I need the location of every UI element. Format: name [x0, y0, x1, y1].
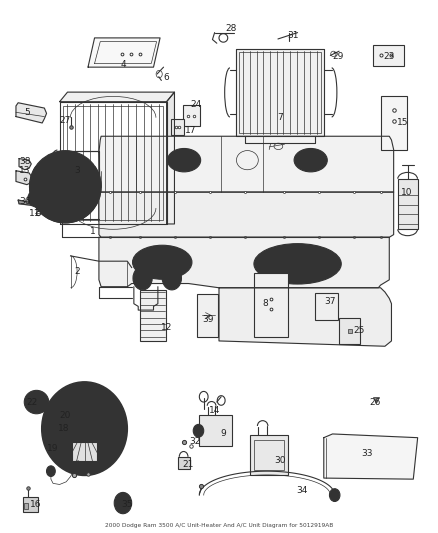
- Bar: [197, 294, 218, 337]
- Ellipse shape: [29, 151, 101, 223]
- Bar: [239, 52, 321, 133]
- Text: 4: 4: [120, 60, 126, 69]
- Text: 30: 30: [274, 456, 286, 465]
- Text: 23: 23: [384, 52, 395, 61]
- Text: 20: 20: [60, 411, 71, 420]
- Text: 2: 2: [74, 268, 80, 276]
- Ellipse shape: [30, 396, 42, 408]
- Text: 29: 29: [332, 52, 343, 61]
- Text: 16: 16: [30, 500, 41, 509]
- Bar: [373, 45, 404, 66]
- Text: 26: 26: [370, 398, 381, 407]
- Text: 21: 21: [183, 460, 194, 469]
- Ellipse shape: [42, 382, 127, 475]
- Bar: [24, 503, 28, 509]
- Polygon shape: [324, 434, 418, 479]
- Polygon shape: [99, 136, 394, 192]
- Bar: [177, 457, 190, 469]
- Ellipse shape: [254, 244, 341, 284]
- Ellipse shape: [75, 418, 94, 439]
- Bar: [22, 497, 38, 512]
- Ellipse shape: [133, 266, 152, 290]
- Text: 32: 32: [189, 438, 201, 447]
- Text: 25: 25: [353, 326, 364, 335]
- Polygon shape: [219, 288, 392, 346]
- Ellipse shape: [167, 149, 201, 172]
- Text: 6: 6: [164, 73, 170, 82]
- Text: 31: 31: [287, 31, 299, 40]
- Text: 35: 35: [122, 500, 133, 509]
- Text: 39: 39: [202, 315, 214, 324]
- Ellipse shape: [329, 489, 340, 502]
- Polygon shape: [16, 103, 46, 123]
- Bar: [199, 415, 232, 446]
- Text: 3: 3: [74, 166, 80, 175]
- Bar: [140, 290, 166, 341]
- Bar: [315, 293, 338, 320]
- Text: 13: 13: [19, 166, 31, 175]
- Polygon shape: [166, 92, 174, 224]
- Text: 18: 18: [58, 424, 70, 433]
- Bar: [254, 440, 284, 470]
- Bar: [254, 273, 288, 337]
- Text: 12: 12: [161, 323, 172, 332]
- Text: 22: 22: [27, 398, 38, 407]
- Text: 34: 34: [296, 486, 307, 495]
- Bar: [251, 435, 288, 475]
- Ellipse shape: [46, 466, 55, 477]
- Text: 15: 15: [397, 118, 408, 127]
- Text: 2000 Dodge Ram 3500 A/C Unit-Heater And A/C Unit Diagram for 5012919AB: 2000 Dodge Ram 3500 A/C Unit-Heater And …: [105, 523, 333, 528]
- Bar: [381, 96, 407, 150]
- Polygon shape: [60, 92, 174, 102]
- Polygon shape: [18, 200, 32, 205]
- Text: 37: 37: [325, 296, 336, 305]
- Ellipse shape: [28, 190, 45, 207]
- Ellipse shape: [24, 390, 49, 414]
- Text: 24: 24: [190, 100, 201, 109]
- Text: 7: 7: [277, 113, 283, 122]
- Ellipse shape: [114, 492, 132, 514]
- Text: 9: 9: [220, 430, 226, 439]
- Text: 11: 11: [29, 209, 40, 218]
- Ellipse shape: [133, 245, 192, 279]
- Polygon shape: [19, 159, 31, 169]
- Text: 28: 28: [225, 24, 237, 33]
- Ellipse shape: [294, 149, 327, 172]
- Text: 1: 1: [89, 228, 95, 237]
- Ellipse shape: [57, 178, 74, 195]
- Polygon shape: [88, 38, 160, 67]
- Bar: [63, 106, 163, 220]
- Ellipse shape: [162, 266, 181, 290]
- Polygon shape: [99, 237, 389, 288]
- Bar: [72, 442, 97, 461]
- Text: 19: 19: [46, 444, 58, 453]
- Text: 17: 17: [185, 126, 196, 135]
- Bar: [171, 119, 184, 135]
- Polygon shape: [16, 171, 33, 184]
- Text: 10: 10: [401, 188, 413, 197]
- Text: 33: 33: [362, 449, 373, 458]
- Ellipse shape: [193, 424, 204, 437]
- Ellipse shape: [33, 195, 40, 201]
- Text: 14: 14: [209, 406, 220, 415]
- Polygon shape: [237, 49, 324, 136]
- Text: 36: 36: [19, 197, 31, 206]
- Ellipse shape: [119, 498, 127, 508]
- Bar: [339, 318, 360, 344]
- Text: 38: 38: [19, 157, 31, 166]
- Bar: [398, 179, 418, 229]
- Text: 8: 8: [262, 299, 268, 308]
- Polygon shape: [99, 192, 394, 237]
- Bar: [183, 106, 200, 126]
- Text: 5: 5: [24, 108, 30, 117]
- Text: 27: 27: [60, 116, 71, 125]
